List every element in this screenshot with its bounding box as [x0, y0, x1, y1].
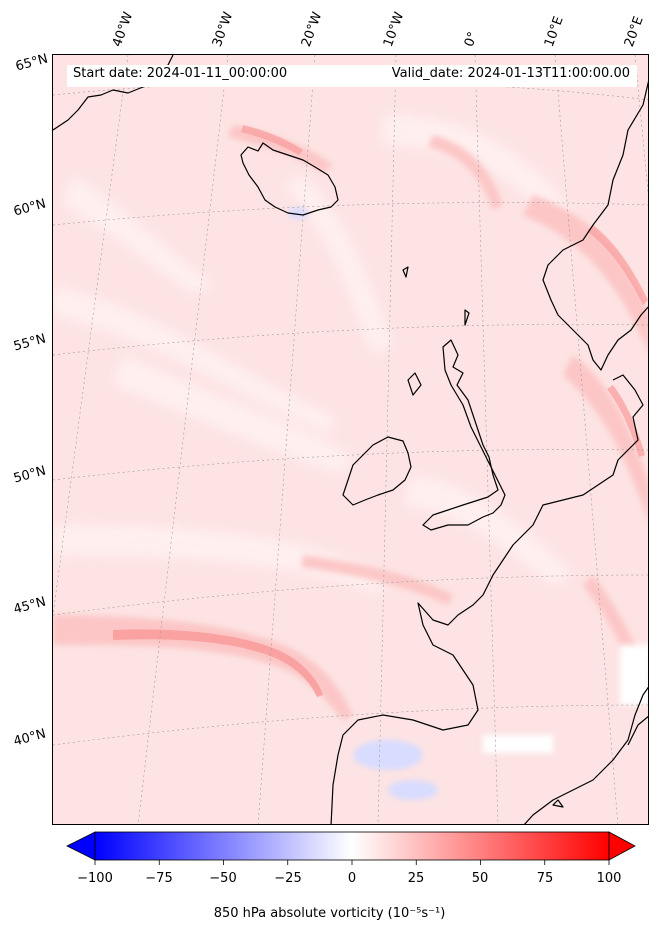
colorbar: −100 −75 −50 −25 0 25 50 75 100 850 hPa …: [0, 826, 659, 936]
lat-label-40n: 40°N: [12, 726, 48, 750]
colorbar-tick-label: 100: [596, 871, 622, 886]
lat-label-45n: 45°N: [12, 594, 48, 618]
lon-label-10e: 10°E: [541, 14, 567, 50]
colorbar-label: 850 hPa absolute vorticity (10⁻⁵s⁻¹): [213, 906, 446, 921]
map-canvas: [53, 55, 648, 824]
colorbar-tick-label: −25: [274, 871, 302, 886]
colorbar-tick-label: 0: [347, 871, 357, 886]
start-date-label: Start date: 2024-01-11_00:00:00: [73, 66, 288, 81]
lat-label-50n: 50°N: [12, 463, 48, 487]
colorbar-gradient: [94, 831, 610, 861]
medium-streaks: [53, 125, 648, 720]
valid-date-label: Valid_date: 2024-01-13T11:00:00.00: [391, 66, 630, 81]
colorbar-tick-label: −50: [209, 871, 237, 886]
field-background: [53, 55, 648, 824]
colorbar-tick-label: 50: [471, 871, 489, 886]
lat-label-55n: 55°N: [12, 331, 48, 355]
lat-label-60n: 60°N: [12, 196, 48, 220]
negative-vorticity-patches: [288, 207, 648, 800]
strong-streaks: [113, 125, 648, 697]
vorticity-map: Start date: 2024-01-11_00:00:00 Valid_da…: [52, 54, 649, 825]
lon-label-0: 0°: [461, 29, 482, 49]
header-strip: [67, 65, 637, 87]
colorbar-bar: [66, 831, 636, 865]
colorbar-min-extension: [66, 831, 96, 861]
lat-label-65n: 65°N: [14, 51, 50, 75]
colorbar-tick-label: 25: [407, 871, 425, 886]
lon-label-30w: 30°W: [209, 10, 237, 49]
colorbar-ticks: [94, 860, 610, 865]
lon-label-20w: 20°W: [298, 10, 326, 49]
colorbar-max-extension: [608, 831, 636, 861]
colorbar-tick-label: 75: [536, 871, 554, 886]
coastlines: [53, 55, 648, 824]
graticule: [53, 55, 648, 824]
colorbar-tick-label: −100: [77, 871, 113, 886]
light-streaks: [53, 115, 573, 595]
colorbar-tick-label: −75: [145, 871, 173, 886]
lon-label-10w: 10°W: [380, 10, 408, 49]
lon-label-40w: 40°W: [109, 10, 137, 49]
lon-label-20e: 20°E: [621, 14, 647, 50]
